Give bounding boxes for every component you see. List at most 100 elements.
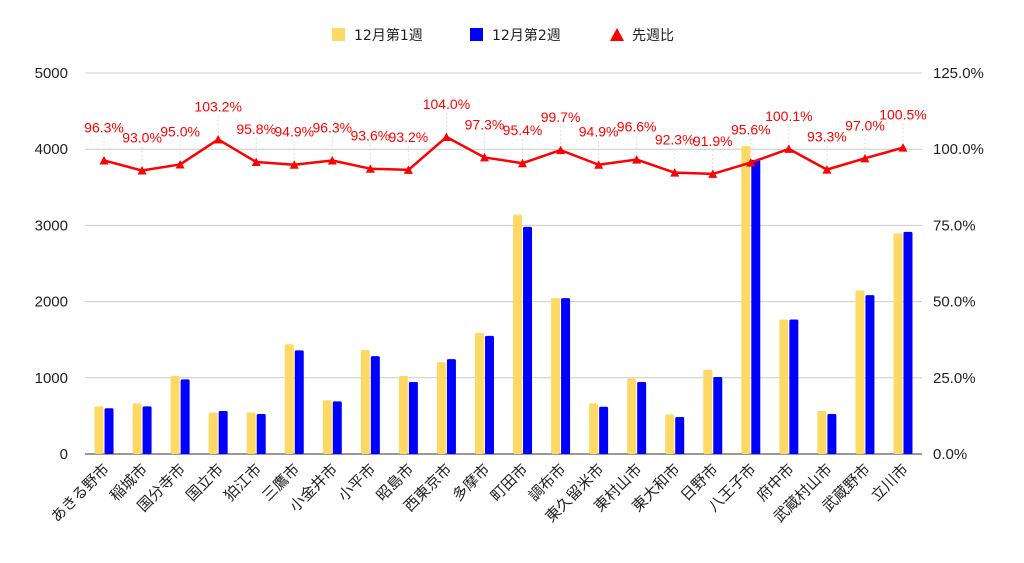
ratio-marker: [365, 164, 375, 173]
ratio-label: 93.2%: [389, 129, 429, 145]
legend: 12月第1週 12月第2週 先週比: [332, 27, 674, 44]
bar-week2: [218, 410, 228, 454]
left-tick-label: 4000: [35, 141, 68, 158]
bar-week2: [789, 319, 799, 454]
bar-week1: [208, 412, 218, 454]
right-tick-label: 50.0%: [933, 294, 976, 311]
bar-week1: [322, 400, 332, 454]
category-label: 立川市: [867, 460, 912, 505]
right-tick-label: 125.0%: [933, 65, 984, 82]
bar-week1: [284, 344, 294, 454]
bar-week1: [817, 410, 827, 454]
ratio-label: 100.1%: [765, 108, 812, 124]
ratio-label: 99.7%: [541, 109, 581, 125]
ratio-label: 95.8%: [236, 121, 276, 137]
x-axis: あきる野市稲城市国分寺市国立市狛江市三鷹市小金井市小平市昭島市西東京市多摩市町田…: [47, 460, 912, 526]
legend-label-2: 12月第2週: [492, 27, 561, 44]
ratio-label: 95.4%: [503, 122, 543, 138]
ratio-labels: 96.3%93.0%95.0%103.2%95.8%94.9%96.3%93.6…: [84, 96, 927, 168]
bar-week2: [827, 413, 837, 454]
bar-week1: [94, 406, 104, 454]
bar-week1: [741, 146, 751, 455]
ratio-marker: [137, 166, 147, 175]
ratio-label: 97.0%: [845, 117, 885, 133]
left-tick-label: 5000: [35, 65, 68, 82]
ratio-marker: [518, 158, 528, 168]
ratio-marker: [213, 134, 223, 144]
ratio-marker: [708, 169, 718, 178]
left-tick-label: 1000: [35, 370, 68, 387]
bar-week2: [484, 335, 494, 454]
bar-week1: [703, 369, 713, 454]
bar-week2: [599, 406, 609, 454]
ratio-label: 103.2%: [194, 98, 241, 114]
bar-week2: [104, 408, 114, 454]
bar-week2: [903, 231, 913, 454]
bar-week1: [665, 414, 675, 454]
bar-week1: [132, 403, 142, 454]
ratio-label: 92.3%: [655, 132, 695, 148]
bar-week1: [170, 375, 180, 454]
bar-week1: [779, 319, 789, 454]
bar-week1: [551, 298, 561, 454]
category-label: 小平市: [335, 460, 380, 505]
category-label: 町田市: [487, 460, 532, 505]
ratio-label: 93.3%: [807, 129, 847, 145]
ratio-label: 97.3%: [465, 116, 505, 132]
category-label: 多摩市: [449, 460, 494, 505]
ratio-marker: [403, 165, 413, 174]
ratio-marker: [784, 144, 794, 153]
bar-week2: [561, 298, 571, 454]
ratio-line-path: [103, 135, 904, 176]
bar-week2: [180, 379, 190, 454]
bar-week2: [446, 359, 456, 454]
bar-week1: [855, 290, 865, 454]
ratio-label: 96.6%: [617, 119, 657, 135]
ratio-marker: [746, 158, 756, 167]
ratio-marker: [594, 160, 604, 169]
bar-week2: [370, 356, 380, 454]
ratio-marker: [289, 160, 299, 169]
ratio-marker: [556, 145, 566, 155]
right-tick-label: 75.0%: [933, 217, 976, 234]
ratio-label: 100.5%: [879, 107, 926, 123]
ratio-marker: [327, 155, 337, 165]
ratio-label: 94.9%: [579, 124, 619, 140]
category-label: あきる野市: [47, 460, 113, 526]
ratio-label: 94.9%: [274, 124, 314, 140]
bar-week1: [246, 412, 256, 454]
ratio-label: 93.6%: [350, 128, 390, 144]
ratio-label: 93.0%: [122, 130, 162, 146]
ratio-marker: [441, 132, 451, 142]
bar-week2: [332, 401, 342, 454]
right-tick-label: 25.0%: [933, 370, 976, 387]
bar-week1: [436, 362, 446, 454]
ratio-marker: [822, 165, 832, 174]
ratio-label: 91.9%: [693, 133, 733, 149]
bar-week1: [360, 349, 370, 454]
ratio-marker: [860, 153, 870, 163]
legend-swatch-1: [332, 28, 345, 41]
left-tick-label: 2000: [35, 294, 68, 311]
bar-week2: [713, 377, 723, 454]
ratio-line: [99, 132, 908, 178]
ratio-marker: [898, 143, 908, 152]
bar-week1: [893, 233, 903, 454]
bar-week2: [637, 381, 647, 454]
bar-week1: [398, 375, 408, 454]
left-tick-label: 3000: [35, 217, 68, 234]
category-label: 狛江市: [220, 460, 265, 505]
ratio-marker: [479, 152, 489, 162]
bar-week2: [408, 381, 418, 454]
bar-week2: [256, 413, 266, 454]
bar-week1: [474, 332, 484, 454]
legend-marker-3: [610, 28, 624, 41]
bar-week1: [513, 214, 523, 454]
legend-label-1: 12月第1週: [354, 27, 423, 44]
left-tick-label: 0: [60, 446, 68, 463]
bar-week2: [142, 406, 152, 454]
ratio-label: 95.6%: [731, 122, 771, 138]
bar-week1: [627, 378, 637, 454]
bars: [94, 146, 913, 455]
